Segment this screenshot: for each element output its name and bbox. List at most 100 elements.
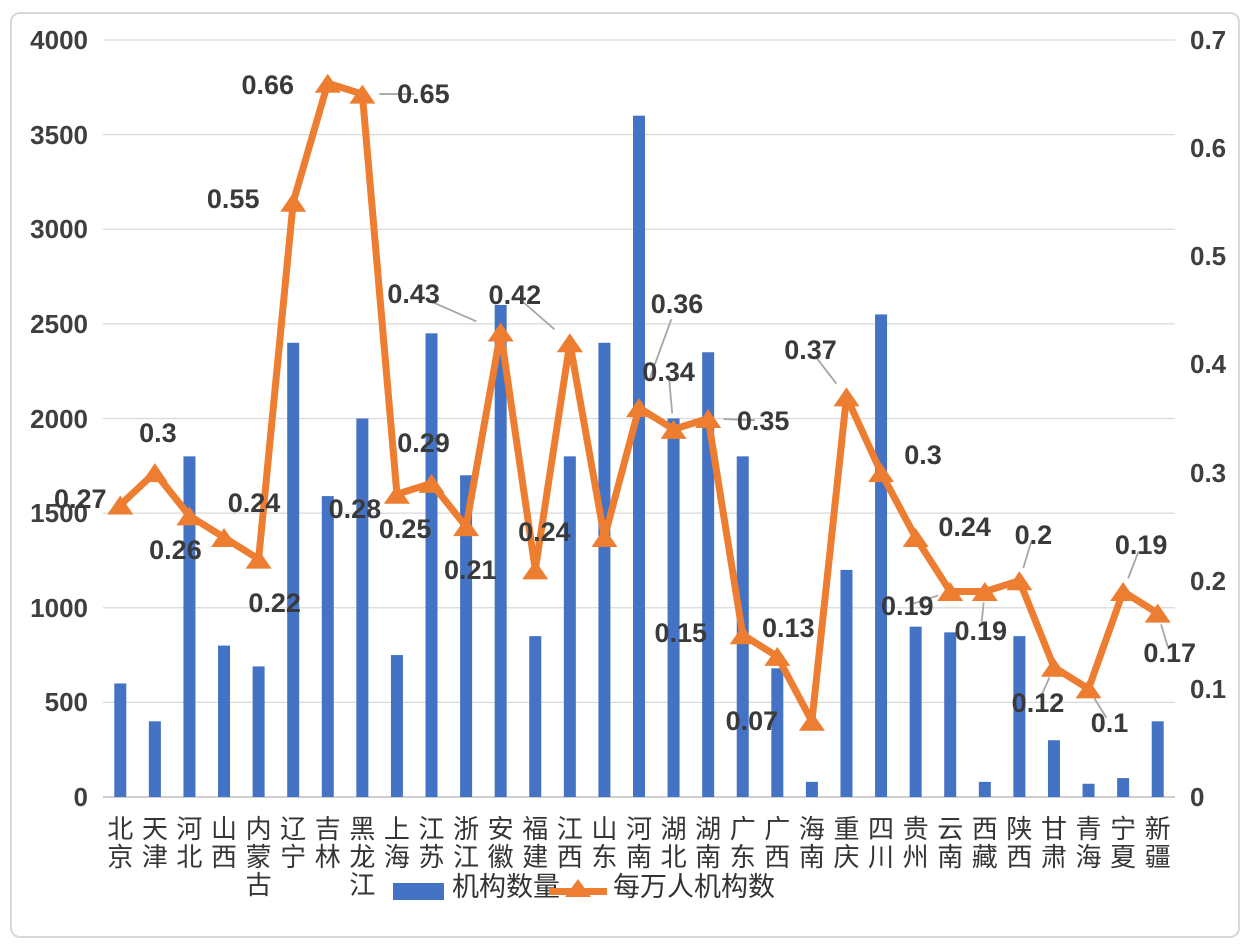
x-axis-label-新疆: 新疆: [1144, 815, 1171, 872]
x-axis-label-辽宁: 辽宁: [280, 815, 307, 872]
legend-label-line-series: 每万人机构数: [613, 872, 775, 902]
right-axis-tick-0.5: 0.5: [1190, 241, 1227, 272]
line-marker-西藏: [971, 582, 998, 602]
data-label-西藏: 0.19: [954, 615, 1008, 646]
data-label-江苏: 0.29: [397, 428, 450, 459]
x-axis-label-福建: 福建: [522, 815, 549, 872]
data-label-新疆: 0.17: [1143, 638, 1196, 669]
x-axis-label-重庆: 重庆: [833, 815, 860, 872]
data-label-安徽: 0.43: [387, 278, 440, 309]
line-marker-福建: [522, 560, 549, 580]
bar-广西: [771, 668, 784, 797]
data-label-甘肃: 0.12: [1011, 688, 1065, 719]
line-marker-海南: [798, 711, 825, 731]
data-label-浙江: 0.25: [378, 513, 432, 544]
label-leader-line: [723, 418, 755, 422]
left-axis-tick-4000: 4000: [30, 25, 88, 55]
line-marker-江西: [556, 333, 583, 353]
data-label-青海: 0.1: [1090, 707, 1129, 738]
data-label-海南: 0.07: [725, 706, 779, 737]
line-marker-辽宁: [280, 192, 307, 212]
data-label-黑龙江: 0.65: [397, 79, 450, 110]
data-label-上海: 0.28: [328, 494, 382, 525]
x-axis-label-山东: 山东: [591, 815, 618, 872]
label-leader-line: [1022, 541, 1033, 569]
x-axis-label-天津: 天津: [141, 815, 168, 872]
x-axis-label-河南: 河南: [625, 815, 653, 872]
bar-陕西: [1013, 636, 1026, 797]
label-leader-line: [1160, 624, 1169, 648]
x-axis-label-山西: 山西: [211, 815, 238, 872]
x-axis-label-上海: 上海: [383, 815, 410, 872]
bar-辽宁: [287, 342, 300, 797]
data-label-广东: 0.15: [654, 617, 708, 648]
line-marker-湖南: [695, 409, 722, 428]
data-label-宁夏: 0.19: [1114, 529, 1168, 560]
legend-swatch-bar-series: [393, 883, 444, 900]
bar-江苏: [425, 333, 438, 797]
line-marker-黑龙江: [349, 84, 376, 104]
data-label-重庆: 0.37: [784, 334, 837, 365]
bar-甘肃: [1047, 740, 1060, 797]
x-axis-label-吉林: 吉林: [314, 815, 341, 872]
line-marker-江苏: [418, 473, 445, 493]
x-axis-label-黑龙江: 黑龙江: [349, 815, 376, 900]
data-label-福建: 0.21: [443, 554, 497, 585]
x-axis-label-西藏: 西藏: [971, 815, 998, 872]
x-axis-label-云南: 云南: [937, 815, 964, 872]
data-label-山东: 0.24: [518, 517, 571, 548]
right-axis-tick-0.3: 0.3: [1190, 457, 1227, 488]
x-axis-label-宁夏: 宁夏: [1110, 815, 1137, 872]
data-label-陕西: 0.2: [1014, 519, 1053, 550]
data-label-河北: 0.26: [149, 534, 202, 565]
bar-重庆: [840, 569, 853, 797]
bar-新疆: [1151, 721, 1164, 797]
x-axis-label-海南: 海南: [798, 815, 825, 872]
left-axis-tick-2500: 2500: [30, 308, 88, 339]
bar-四川: [875, 314, 888, 797]
left-axis-tick-3000: 3000: [30, 214, 88, 245]
line-marker-青海: [1075, 679, 1102, 699]
x-axis-label-陕西: 陕西: [1006, 815, 1033, 872]
data-label-湖北: 0.34: [642, 357, 695, 388]
data-label-江西: 0.42: [488, 279, 542, 310]
x-axis-label-北京: 北京: [107, 815, 134, 872]
x-axis-label-四川: 四川: [868, 815, 895, 872]
x-axis-label-贵州: 贵州: [902, 815, 929, 872]
bar-湖南: [702, 352, 715, 797]
x-axis-label-江苏: 江苏: [418, 815, 445, 872]
right-axis-tick-0.4: 0.4: [1190, 349, 1227, 380]
data-label-吉林: 0.66: [241, 70, 295, 101]
line-marker-安徽: [487, 322, 514, 342]
bar-浙江: [460, 475, 473, 797]
label-leader-line: [522, 301, 556, 331]
line-marker-广东: [729, 625, 756, 645]
x-axis-label-甘肃: 甘肃: [1040, 815, 1067, 872]
x-axis-label-湖北: 湖北: [660, 815, 687, 872]
label-leader-line: [648, 318, 673, 379]
bar-天津: [148, 721, 161, 797]
line-marker-甘肃: [1040, 657, 1067, 677]
label-leader-line: [1093, 697, 1108, 719]
line-marker-贵州: [902, 527, 929, 547]
legend-marker-line-series: [549, 877, 607, 901]
x-axis-label-内蒙古: 内蒙古: [245, 815, 272, 900]
bar-安徽: [494, 304, 507, 797]
label-leader-line: [913, 594, 939, 605]
left-axis-tick-3500: 3500: [30, 119, 88, 150]
left-axis-tick-1500: 1500: [30, 498, 88, 529]
label-leader-line: [980, 602, 985, 625]
line-marker-上海: [383, 484, 410, 504]
legend-triangle-icon: [565, 879, 591, 897]
right-axis-tick-0.6: 0.6: [1190, 133, 1227, 164]
label-leader-line: [426, 298, 477, 323]
bar-江西: [563, 456, 576, 797]
left-axis-tick-1000: 1000: [30, 592, 88, 623]
line-marker-湖北: [660, 419, 687, 439]
label-leader-line: [1127, 551, 1140, 579]
line-marker-浙江: [453, 517, 480, 537]
x-axis-label-青海: 青海: [1075, 815, 1102, 872]
data-label-贵州: 0.24: [938, 512, 991, 543]
data-label-天津: 0.3: [139, 417, 177, 448]
line-marker-内蒙古: [245, 549, 272, 569]
